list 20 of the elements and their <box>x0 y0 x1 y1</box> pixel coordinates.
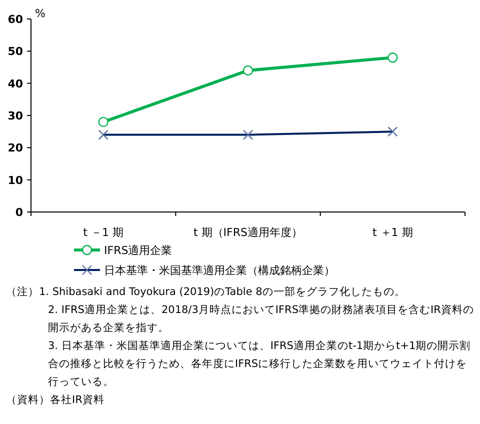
text: 3. 日本基準・米国基準適用企業については、IFRS適用企業のt-1期からt+1期の開示割合の推移と比較を行うため、各年度にIFRSに移行した企業数を用いてウェイト付けを行っている。 <box>47 339 472 390</box>
point <box>388 52 398 63</box>
y-axis-title: % <box>35 7 46 20</box>
x-tick-label: t －1 期 <box>83 226 124 239</box>
point <box>242 65 254 76</box>
text: （資料）各社IR資料 <box>6 393 106 408</box>
x-tick-label: t ＋1 期 <box>372 226 413 239</box>
y-tick-label: 30 <box>8 110 24 122</box>
y-tick-label: 10 <box>8 174 24 187</box>
point <box>98 116 108 128</box>
legend-label: 日本基準・米国基準適用企業（構成銘柄企業） <box>104 264 335 277</box>
y-tick-label: 20 <box>8 142 24 155</box>
x-tick-label: t 期（IFRS適用年度） <box>193 226 303 239</box>
text: （注）1. Shibasaki and Toyokura (2019)のTable 8の一部をグラフ化したもの。 <box>6 285 406 300</box>
legend-label: IFRS適用企業 <box>104 244 172 257</box>
text: 2. IFRS適用企業とは、2018/3月時点においてIFRS準拠の財務諸表項目を含むIR資料の開示がある企業を指す。 <box>47 303 475 336</box>
y-tick-label: 50 <box>8 45 24 58</box>
y-tick-label: 40 <box>8 77 24 90</box>
y-tick-label: 0 <box>15 206 24 219</box>
y-tick-label: 60 <box>8 13 24 26</box>
